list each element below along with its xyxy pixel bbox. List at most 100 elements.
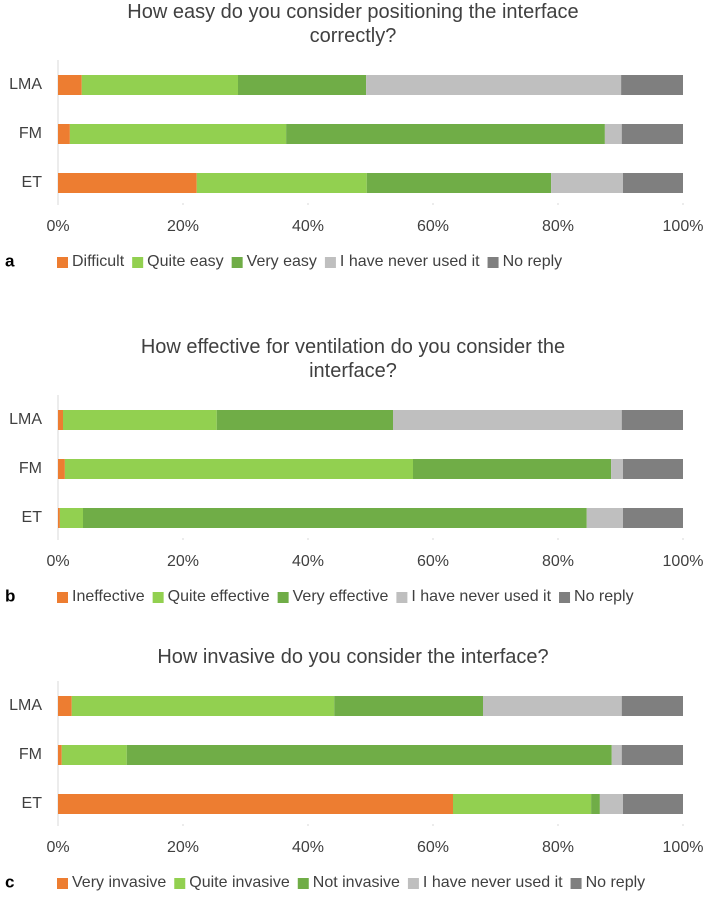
bar-segment bbox=[238, 75, 367, 95]
y-tick-label: FM bbox=[19, 746, 42, 763]
chart-title: How easy do you consider positioning the… bbox=[127, 1, 579, 47]
legend-swatch bbox=[57, 878, 68, 889]
bar-segment bbox=[621, 745, 683, 765]
legend-label: No reply bbox=[586, 874, 646, 891]
x-tick-label: 0% bbox=[46, 218, 69, 235]
bar-segment bbox=[58, 173, 197, 193]
legend-swatch bbox=[231, 257, 243, 268]
bar-segment bbox=[58, 508, 60, 528]
legend-swatch bbox=[559, 592, 571, 603]
bar-segment bbox=[591, 794, 600, 814]
legend-label: No reply bbox=[574, 588, 634, 605]
bar-segment bbox=[216, 410, 393, 430]
x-tick-label: 100% bbox=[663, 218, 704, 235]
bar-segment bbox=[599, 794, 623, 814]
x-tick-label: 0% bbox=[46, 839, 69, 856]
legend-label: I have never used it bbox=[423, 874, 563, 891]
bar-segment bbox=[59, 508, 83, 528]
bar-segment bbox=[83, 508, 587, 528]
x-tick-label: 40% bbox=[292, 839, 324, 856]
legend-swatch bbox=[570, 878, 582, 889]
y-tick-label: ET bbox=[22, 174, 43, 191]
bar-segment bbox=[623, 173, 683, 193]
legend-label: Difficult bbox=[72, 253, 125, 270]
panel-label: a bbox=[5, 251, 15, 270]
bar-segment bbox=[621, 696, 683, 716]
legend-swatch bbox=[297, 878, 309, 889]
legend-swatch bbox=[174, 878, 186, 889]
bar-segment bbox=[196, 173, 367, 193]
y-tick-label: LMA bbox=[9, 697, 42, 714]
bar-segment bbox=[71, 696, 335, 716]
bar-segment bbox=[604, 124, 622, 144]
bar-segment bbox=[611, 745, 622, 765]
legend-label: Very effective bbox=[293, 588, 389, 605]
x-tick-label: 100% bbox=[663, 553, 704, 570]
x-tick-label: 60% bbox=[417, 553, 449, 570]
bar-segment bbox=[69, 124, 287, 144]
chart: LMA FM ET 0% 20% 40% 60% 80% 100% c Very invasive Q… bbox=[5, 681, 704, 891]
panel: How easy do you consider positioning the… bbox=[0, 0, 707, 276]
legend-swatch bbox=[487, 257, 499, 268]
bar-segment bbox=[58, 124, 70, 144]
bar-segment bbox=[621, 124, 683, 144]
bar-segment bbox=[334, 696, 483, 716]
bar-segment bbox=[453, 794, 592, 814]
panel: How effective for ventilation do you con… bbox=[0, 335, 707, 611]
bar-segment bbox=[63, 410, 217, 430]
legend-label: Quite effective bbox=[168, 588, 270, 605]
bar-segment bbox=[483, 696, 622, 716]
bar-segment bbox=[58, 459, 65, 479]
bar-segment bbox=[623, 508, 683, 528]
bar-segment bbox=[621, 75, 683, 95]
x-tick-label: 20% bbox=[167, 839, 199, 856]
x-tick-label: 40% bbox=[292, 218, 324, 235]
legend-label: Quite invasive bbox=[189, 874, 290, 891]
legend-label: No reply bbox=[503, 253, 563, 270]
x-tick-label: 80% bbox=[542, 218, 574, 235]
y-tick-label: FM bbox=[19, 125, 42, 142]
bar-segment bbox=[586, 508, 623, 528]
chart: LMA FM ET 0% 20% 40% 60% 80% 100% a Difficult Quite… bbox=[5, 60, 704, 270]
x-tick-label: 60% bbox=[417, 839, 449, 856]
chart-title: How effective for ventilation do you con… bbox=[140, 336, 566, 382]
legend-swatch bbox=[407, 878, 419, 889]
x-tick-label: 20% bbox=[167, 218, 199, 235]
bar-segment bbox=[393, 410, 622, 430]
y-tick-label: ET bbox=[22, 795, 43, 812]
chart: LMA FM ET 0% 20% 40% 60% 80% 100% b Ineffective Qui… bbox=[5, 395, 704, 605]
bar-segment bbox=[366, 75, 622, 95]
bar-segment bbox=[551, 173, 623, 193]
bar-segment bbox=[286, 124, 605, 144]
legend-label: Very easy bbox=[247, 253, 317, 270]
bar-segment bbox=[61, 745, 127, 765]
y-tick-label: ET bbox=[22, 509, 43, 526]
x-tick-label: 60% bbox=[417, 218, 449, 235]
x-tick-label: 40% bbox=[292, 553, 324, 570]
legend-swatch bbox=[152, 592, 164, 603]
legend-label: I have never used it bbox=[411, 588, 551, 605]
bar-segment bbox=[64, 459, 413, 479]
y-tick-label: FM bbox=[19, 460, 42, 477]
x-tick-label: 100% bbox=[663, 839, 704, 856]
bar-segment bbox=[126, 745, 612, 765]
bar-segment bbox=[623, 459, 683, 479]
legend-swatch bbox=[57, 257, 68, 268]
bar-segment bbox=[58, 696, 72, 716]
bar-segment bbox=[413, 459, 612, 479]
legend-label: Quite easy bbox=[147, 253, 223, 270]
bar-segment bbox=[611, 459, 623, 479]
legend-label: Not invasive bbox=[313, 874, 400, 891]
legend-label: I have never used it bbox=[340, 253, 480, 270]
y-tick-label: LMA bbox=[9, 76, 42, 93]
legend-swatch bbox=[132, 257, 144, 268]
panel-label: b bbox=[5, 586, 15, 605]
legend-swatch bbox=[396, 592, 408, 603]
x-tick-label: 80% bbox=[542, 553, 574, 570]
bar-segment bbox=[58, 745, 62, 765]
y-tick-label: LMA bbox=[9, 411, 42, 428]
legend-label: Very invasive bbox=[72, 874, 166, 891]
bar-segment bbox=[81, 75, 238, 95]
x-tick-label: 0% bbox=[46, 553, 69, 570]
bar-segment bbox=[58, 75, 82, 95]
